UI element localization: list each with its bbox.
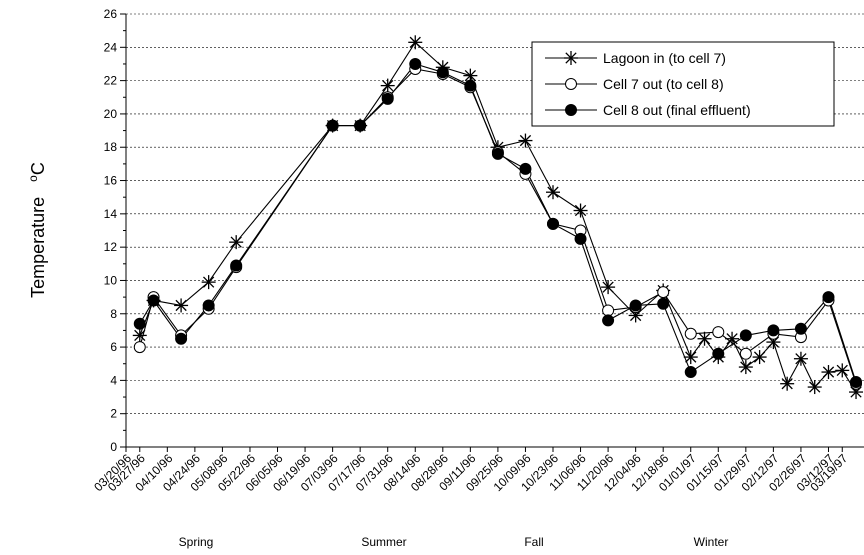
legend-label-3: Cell 8 out (final effluent) xyxy=(603,102,751,118)
y-tick-label: 26 xyxy=(104,7,118,21)
y-tick-label: 16 xyxy=(104,174,118,188)
svg-text:Temperature oC: Temperature oC xyxy=(26,162,48,298)
data-point-series-3 xyxy=(739,329,752,342)
data-point-series-3 xyxy=(547,217,559,230)
data-point-series-1 xyxy=(738,360,753,375)
data-point-series-3 xyxy=(133,317,146,330)
data-point-series-3 xyxy=(202,299,215,312)
data-point-series-3 xyxy=(712,347,725,360)
data-point-series-3 xyxy=(230,259,243,272)
data-point-series-3 xyxy=(629,299,642,312)
x-ticks: 03/20/9603/27/9604/10/9604/24/9605/08/96… xyxy=(91,447,851,494)
y-tick-label: 22 xyxy=(104,74,118,88)
data-point-series-3 xyxy=(381,92,394,105)
y-tick-label: 8 xyxy=(110,307,117,321)
data-point-series-3 xyxy=(794,322,807,335)
data-point-series-2 xyxy=(133,341,146,354)
data-point-series-3 xyxy=(822,291,835,304)
y-tick-label: 18 xyxy=(104,140,118,154)
data-point-series-1 xyxy=(408,35,423,50)
data-point-series-3 xyxy=(409,57,422,70)
data-point-series-1 xyxy=(546,185,560,200)
legend: Lagoon in (to cell 7) Cell 7 out (to cell… xyxy=(531,41,835,127)
data-point-series-3 xyxy=(657,297,670,310)
legend-marker-1 xyxy=(564,51,578,65)
data-point-series-1 xyxy=(780,376,795,391)
legend-marker-3 xyxy=(565,104,577,116)
season-labels: Spring Summer Fall Winter xyxy=(179,535,729,549)
data-point-series-3 xyxy=(491,147,504,160)
season-label-winter: Winter xyxy=(694,535,729,549)
data-point-series-1 xyxy=(807,380,822,395)
y-tick-label: 2 xyxy=(110,407,117,421)
data-point-series-3 xyxy=(602,314,615,327)
y-axis-unit: o xyxy=(26,175,40,182)
season-label-spring: Spring xyxy=(179,535,214,549)
data-point-series-2 xyxy=(712,326,725,339)
data-point-series-2 xyxy=(602,304,615,317)
y-tick-label: 14 xyxy=(104,207,118,221)
data-point-series-1 xyxy=(201,275,216,290)
data-point-series-1 xyxy=(793,351,808,366)
data-point-series-3 xyxy=(436,66,449,79)
data-point-series-1 xyxy=(697,331,712,346)
data-point-series-3 xyxy=(850,376,863,389)
data-point-series-3 xyxy=(519,162,532,175)
y-tick-label: 10 xyxy=(104,273,118,287)
legend-label-1: Lagoon in (to cell 7) xyxy=(603,50,726,66)
data-point-series-2 xyxy=(739,347,752,360)
y-tick-label: 6 xyxy=(110,340,117,354)
data-point-series-1 xyxy=(752,350,767,365)
data-point-series-3 xyxy=(464,79,477,92)
data-point-series-1 xyxy=(601,280,616,295)
data-point-series-1 xyxy=(835,363,850,378)
series-markers xyxy=(132,35,864,400)
season-label-fall: Fall xyxy=(524,535,543,549)
y-tick-label: 12 xyxy=(104,240,118,254)
y-tick-label: 0 xyxy=(110,440,117,454)
data-point-series-3 xyxy=(326,119,339,132)
y-tick-label: 24 xyxy=(104,40,118,54)
legend-marker-2 xyxy=(565,78,577,90)
y-axis-unit-letter: C xyxy=(28,162,48,175)
data-point-series-1 xyxy=(229,235,244,250)
data-point-series-2 xyxy=(684,327,697,340)
grid-lines xyxy=(126,13,864,414)
data-point-series-1 xyxy=(518,133,533,148)
data-point-series-1 xyxy=(174,298,189,313)
data-point-series-3 xyxy=(354,119,367,132)
data-point-series-3 xyxy=(767,324,780,337)
y-axis-label: Temperature xyxy=(28,197,48,298)
y-tick-label: 4 xyxy=(110,373,117,387)
data-point-series-3 xyxy=(684,366,697,379)
data-point-series-1 xyxy=(725,331,740,346)
season-label-summer: Summer xyxy=(361,535,406,549)
data-point-series-3 xyxy=(147,294,160,307)
data-point-series-1 xyxy=(683,350,698,365)
y-tick-label: 20 xyxy=(104,107,118,121)
data-point-series-3 xyxy=(574,232,587,245)
data-point-series-2 xyxy=(657,286,670,299)
data-point-series-1 xyxy=(380,78,395,93)
data-point-series-1 xyxy=(132,328,147,343)
data-point-series-3 xyxy=(175,332,188,345)
data-point-series-1 xyxy=(573,203,588,218)
legend-label-2: Cell 7 out (to cell 8) xyxy=(603,76,724,92)
data-point-series-1 xyxy=(821,365,836,380)
y-axis-title: Temperature oC xyxy=(26,162,48,298)
